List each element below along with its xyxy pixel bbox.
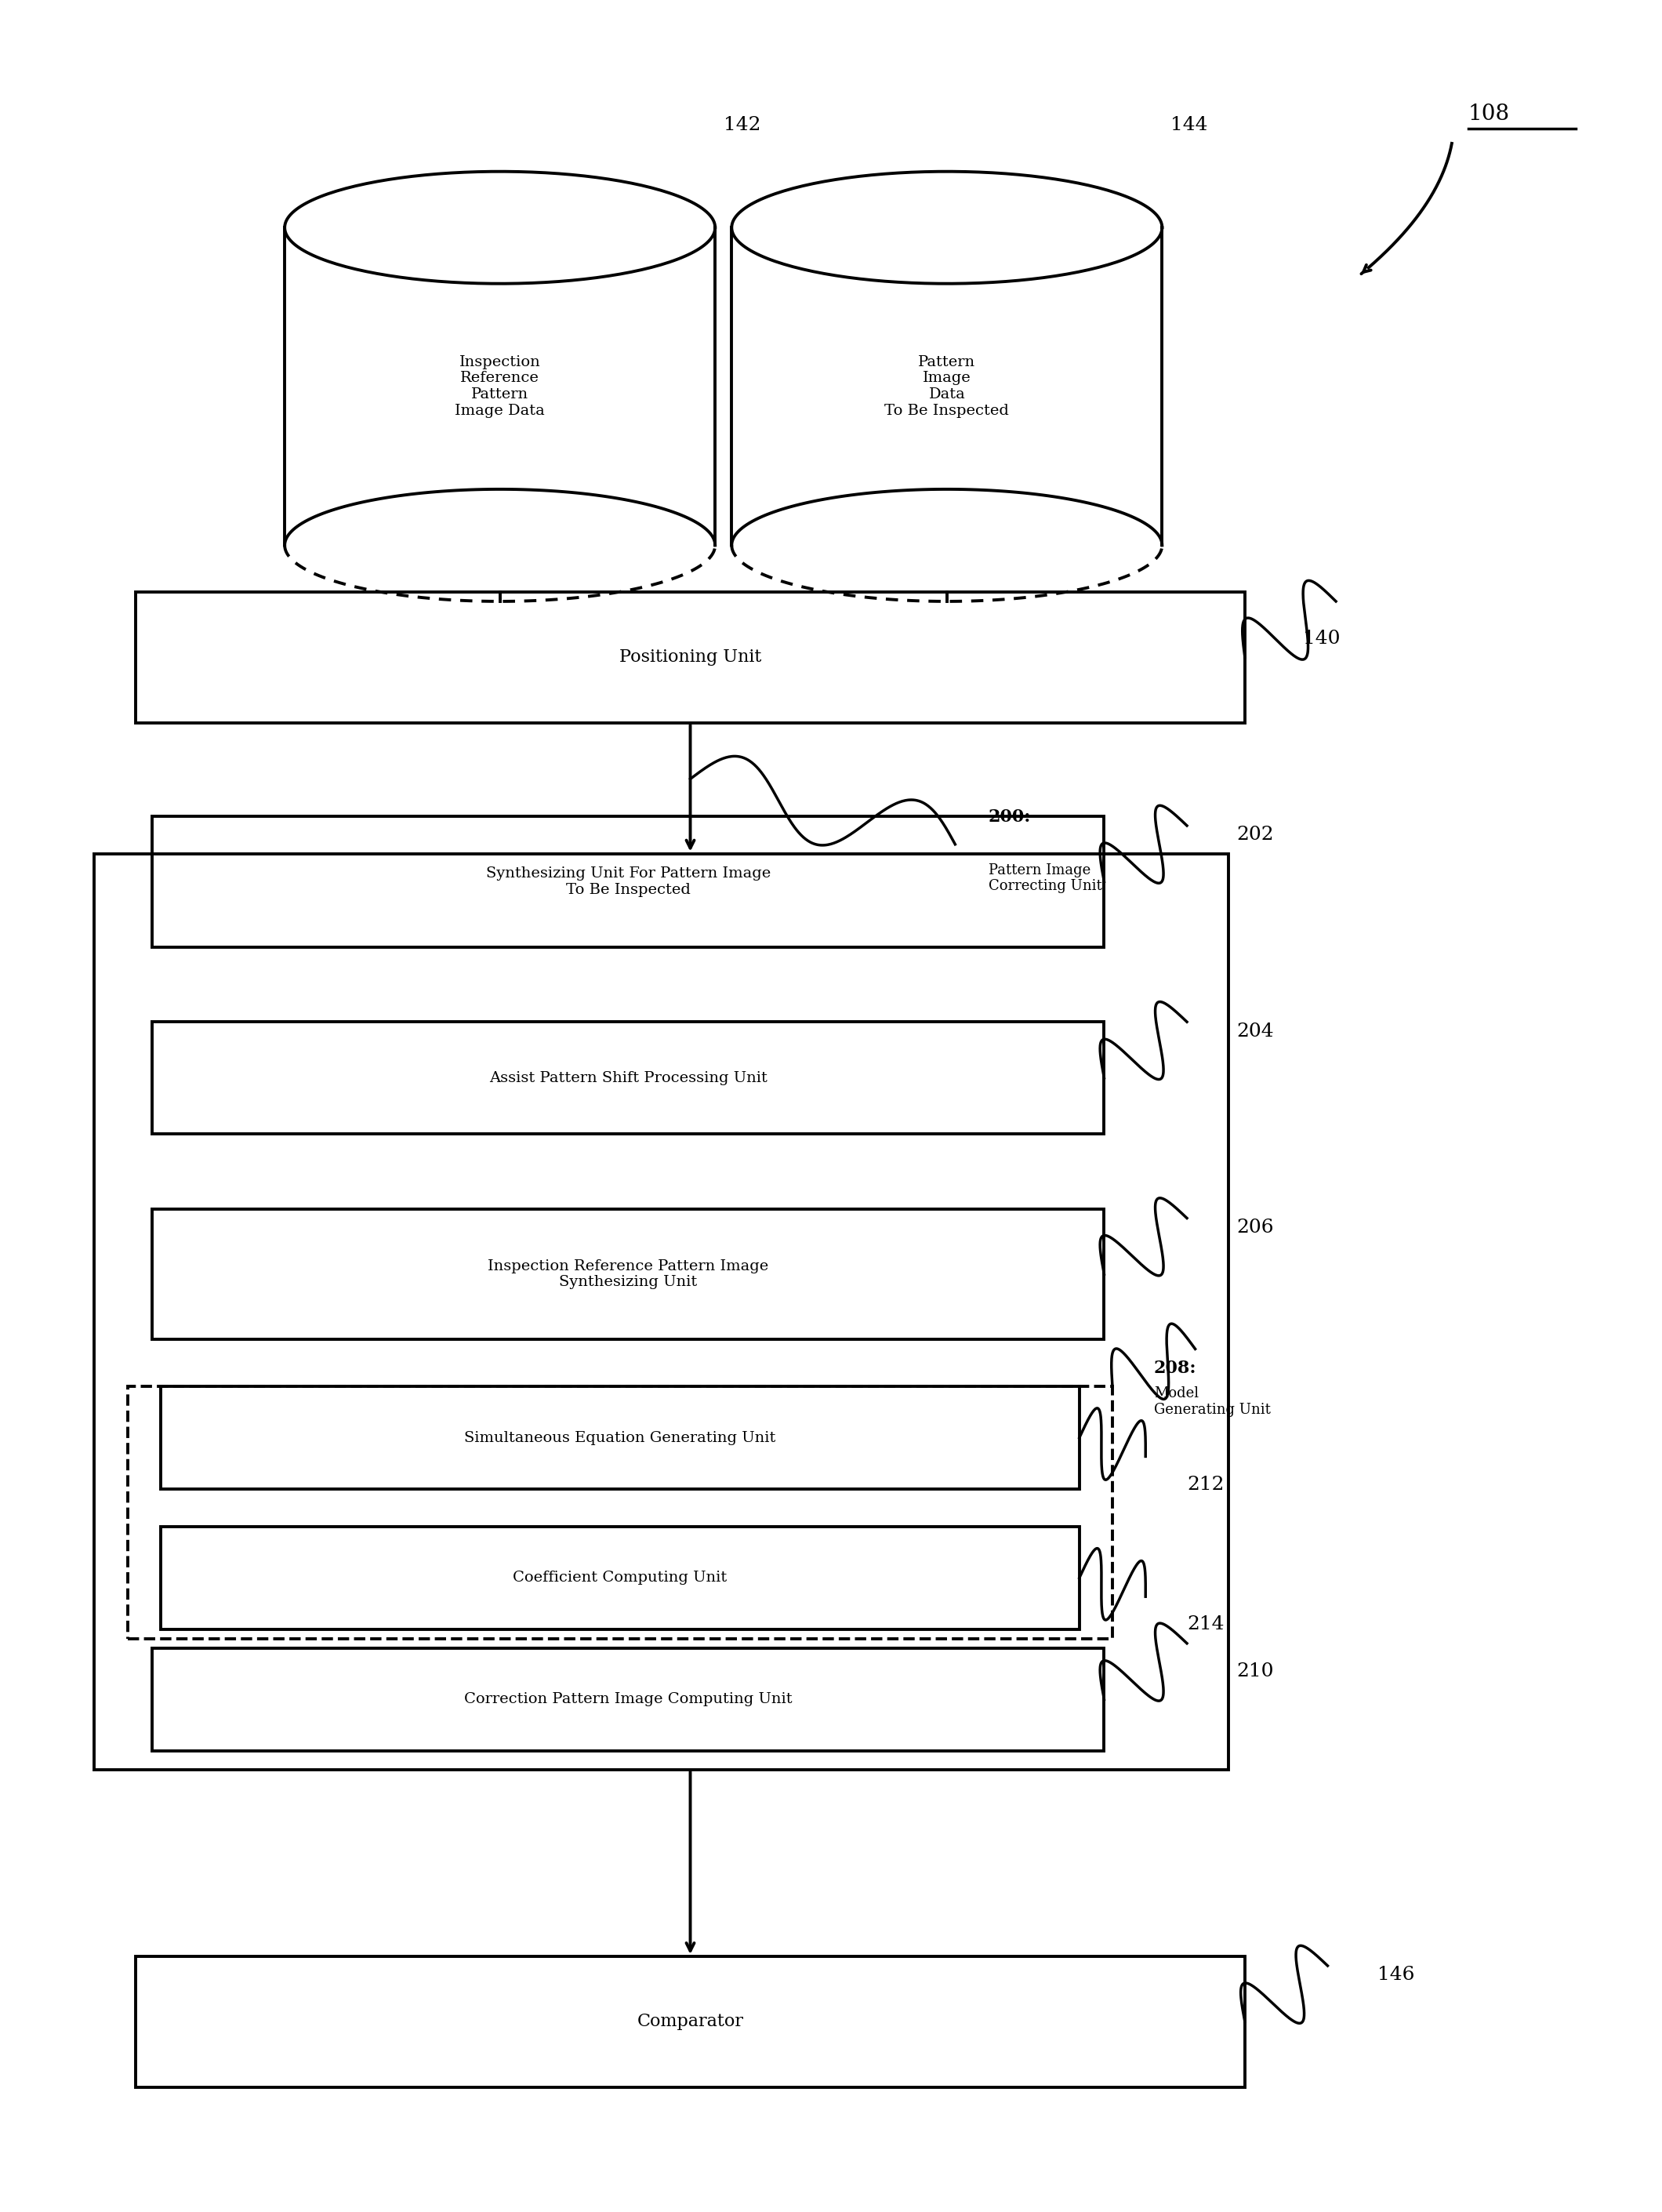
Text: Comparator: Comparator	[637, 2013, 743, 2031]
Text: 214: 214	[1187, 1615, 1225, 1635]
Text: Synthesizing Unit For Pattern Image
To Be Inspected: Synthesizing Unit For Pattern Image To B…	[485, 867, 771, 896]
Text: 208:: 208:	[1153, 1360, 1197, 1378]
Text: Positioning Unit: Positioning Unit	[620, 648, 761, 666]
Polygon shape	[731, 173, 1162, 283]
Text: Pattern
Image
Data
To Be Inspected: Pattern Image Data To Be Inspected	[884, 354, 1009, 418]
Text: 144: 144	[1170, 115, 1208, 135]
Polygon shape	[284, 173, 715, 283]
Text: 210: 210	[1237, 1663, 1273, 1681]
Text: 206: 206	[1237, 1219, 1275, 1237]
Text: 142: 142	[723, 115, 761, 135]
Text: Pattern Image
Correcting Unit: Pattern Image Correcting Unit	[989, 863, 1102, 894]
Text: Correction Pattern Image Computing Unit: Correction Pattern Image Computing Unit	[464, 1692, 793, 1705]
Text: 146: 146	[1378, 1966, 1414, 1984]
Text: 202: 202	[1237, 825, 1275, 845]
Text: 212: 212	[1187, 1475, 1225, 1493]
Text: Coefficient Computing Unit: Coefficient Computing Unit	[514, 1571, 726, 1586]
Text: Assist Pattern Shift Processing Unit: Assist Pattern Shift Processing Unit	[489, 1071, 768, 1086]
Text: 108: 108	[1468, 104, 1511, 124]
Text: 204: 204	[1237, 1022, 1275, 1040]
Text: Inspection Reference Pattern Image
Synthesizing Unit: Inspection Reference Pattern Image Synth…	[487, 1259, 768, 1290]
Text: Simultaneous Equation Generating Unit: Simultaneous Equation Generating Unit	[464, 1431, 776, 1444]
Text: 140: 140	[1303, 630, 1340, 648]
Text: 200:: 200:	[989, 807, 1030, 825]
Text: Inspection
Reference
Pattern
Image Data: Inspection Reference Pattern Image Data	[455, 354, 545, 418]
Text: Model
Generating Unit: Model Generating Unit	[1153, 1387, 1270, 1416]
